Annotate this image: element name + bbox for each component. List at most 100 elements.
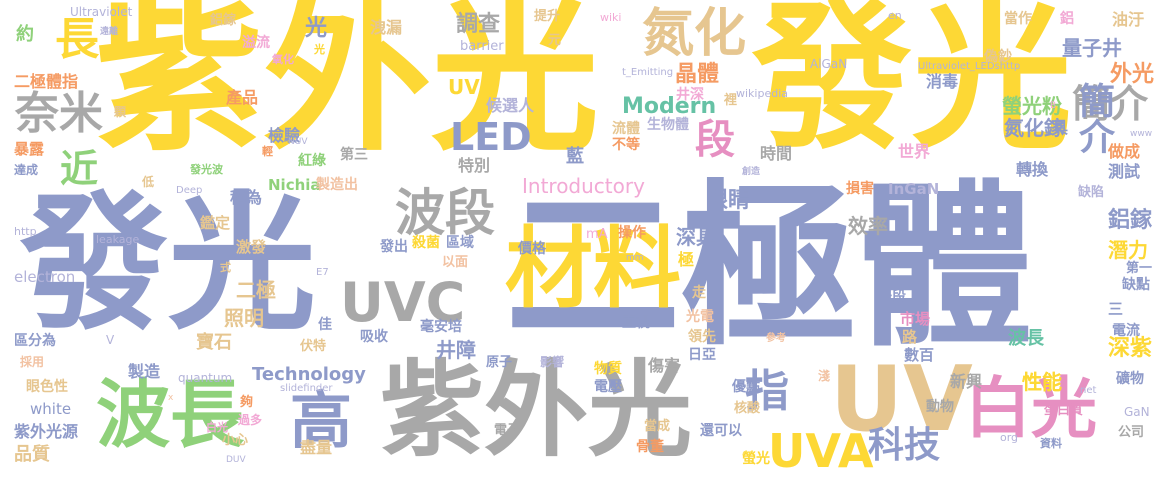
- word: 遠離: [100, 27, 119, 37]
- word: InGaN: [888, 180, 940, 198]
- word: barrier: [460, 39, 504, 54]
- word: 式: [220, 261, 231, 274]
- word: 轉換: [1016, 160, 1049, 179]
- word: 藍: [566, 146, 584, 167]
- word: mA: [586, 227, 608, 242]
- word: 佳: [318, 317, 332, 333]
- word: 螢光: [742, 451, 770, 467]
- word: UVB: [448, 75, 495, 99]
- word: 紫外光: [95, 0, 599, 174]
- word: 鑑定: [200, 214, 231, 232]
- word: 骨董: [636, 439, 664, 455]
- word: E7: [316, 267, 329, 278]
- word: 第三: [340, 147, 368, 163]
- word: 照明: [224, 306, 264, 330]
- word: DUV: [226, 455, 246, 465]
- word: 具: [1052, 118, 1069, 137]
- word: 材料: [505, 217, 682, 320]
- word: 簡介: [1073, 82, 1114, 154]
- word: 波長: [1008, 328, 1044, 349]
- word: 油汙: [1112, 10, 1145, 29]
- word: 晶體: [675, 62, 720, 87]
- word: 製造出: [316, 177, 358, 193]
- word: 品質: [14, 444, 50, 465]
- word: 領先: [688, 329, 716, 345]
- word: 簡介: [1072, 82, 1149, 126]
- word: 高: [290, 384, 353, 457]
- word: 洩漏: [370, 18, 403, 37]
- word: 優點: [732, 379, 760, 395]
- word: Deep: [176, 185, 203, 196]
- word: 提升: [534, 9, 561, 24]
- word: 還可以: [700, 423, 742, 439]
- word: en: [888, 9, 902, 22]
- word: 發光: [752, 0, 1073, 171]
- word: 淺: [818, 369, 831, 383]
- word: 鋁鎵: [210, 13, 237, 28]
- word: Introductory: [522, 174, 645, 198]
- word: 氧化: [272, 53, 294, 66]
- word: 生物體: [647, 117, 689, 133]
- word: 光: [305, 16, 328, 41]
- word: 日亞: [688, 347, 716, 363]
- word: white: [30, 400, 72, 418]
- word: UVC: [340, 271, 466, 334]
- word: 缺點: [1122, 277, 1150, 293]
- word: 氮化鎵: [1004, 116, 1064, 140]
- word: 性能: [1022, 370, 1062, 394]
- word: 波段: [395, 184, 495, 242]
- word: 二極體指: [14, 72, 79, 91]
- word: 光: [314, 43, 325, 56]
- word: 近: [60, 147, 99, 191]
- word: 走: [692, 285, 706, 301]
- word: GaN: [1124, 405, 1150, 419]
- word: Technology: [252, 364, 366, 385]
- word: 夠: [240, 395, 254, 410]
- word: 參考: [766, 333, 786, 344]
- word: 稱為: [230, 188, 263, 207]
- word: 核酸: [734, 401, 761, 416]
- word: 奈米: [15, 88, 103, 139]
- word: org: [1000, 431, 1019, 444]
- word: 眼睛: [706, 188, 751, 213]
- word: 消毒: [926, 72, 959, 91]
- word: 電壓: [594, 379, 622, 395]
- word: 偽鈔: [984, 49, 1012, 65]
- word: 當作: [1004, 11, 1032, 27]
- word: Nichia: [268, 176, 321, 194]
- word: Ultraviolet_LEDshttp: [918, 61, 1021, 72]
- word: 低: [142, 175, 155, 189]
- word: 眼色性: [26, 379, 68, 395]
- word: 光電: [686, 309, 714, 325]
- word: 螢光粉: [1002, 94, 1062, 118]
- word: leakage: [96, 233, 140, 246]
- word: Modern: [622, 94, 717, 119]
- word: 鋁鎵: [1108, 208, 1153, 233]
- word: 井障: [436, 338, 476, 362]
- word: 區域: [446, 235, 474, 251]
- word: wiki: [600, 11, 622, 24]
- word: t_Emitting: [622, 67, 674, 78]
- word: 毫安培: [420, 319, 462, 335]
- word: 原子: [486, 355, 513, 370]
- word: 傷害: [648, 356, 681, 375]
- word: 電子: [494, 423, 521, 438]
- word: 發出: [380, 239, 408, 255]
- word: 市場: [900, 310, 931, 328]
- word: 外光: [1110, 62, 1155, 87]
- word: 製造: [128, 362, 161, 381]
- word: 量子井: [1062, 36, 1122, 60]
- word: 一段: [878, 289, 906, 305]
- word: 波長: [96, 372, 244, 458]
- word: UVA: [768, 424, 874, 478]
- word: 二極體: [505, 165, 1034, 370]
- word: 盡量: [300, 438, 333, 457]
- word: 調查: [456, 12, 501, 37]
- word: 長: [55, 14, 99, 65]
- word: 氮化: [642, 4, 747, 64]
- word: 採用: [20, 355, 45, 369]
- word: 約: [16, 24, 34, 45]
- word: Ultraviolet: [70, 5, 133, 19]
- word: 當成: [644, 419, 671, 434]
